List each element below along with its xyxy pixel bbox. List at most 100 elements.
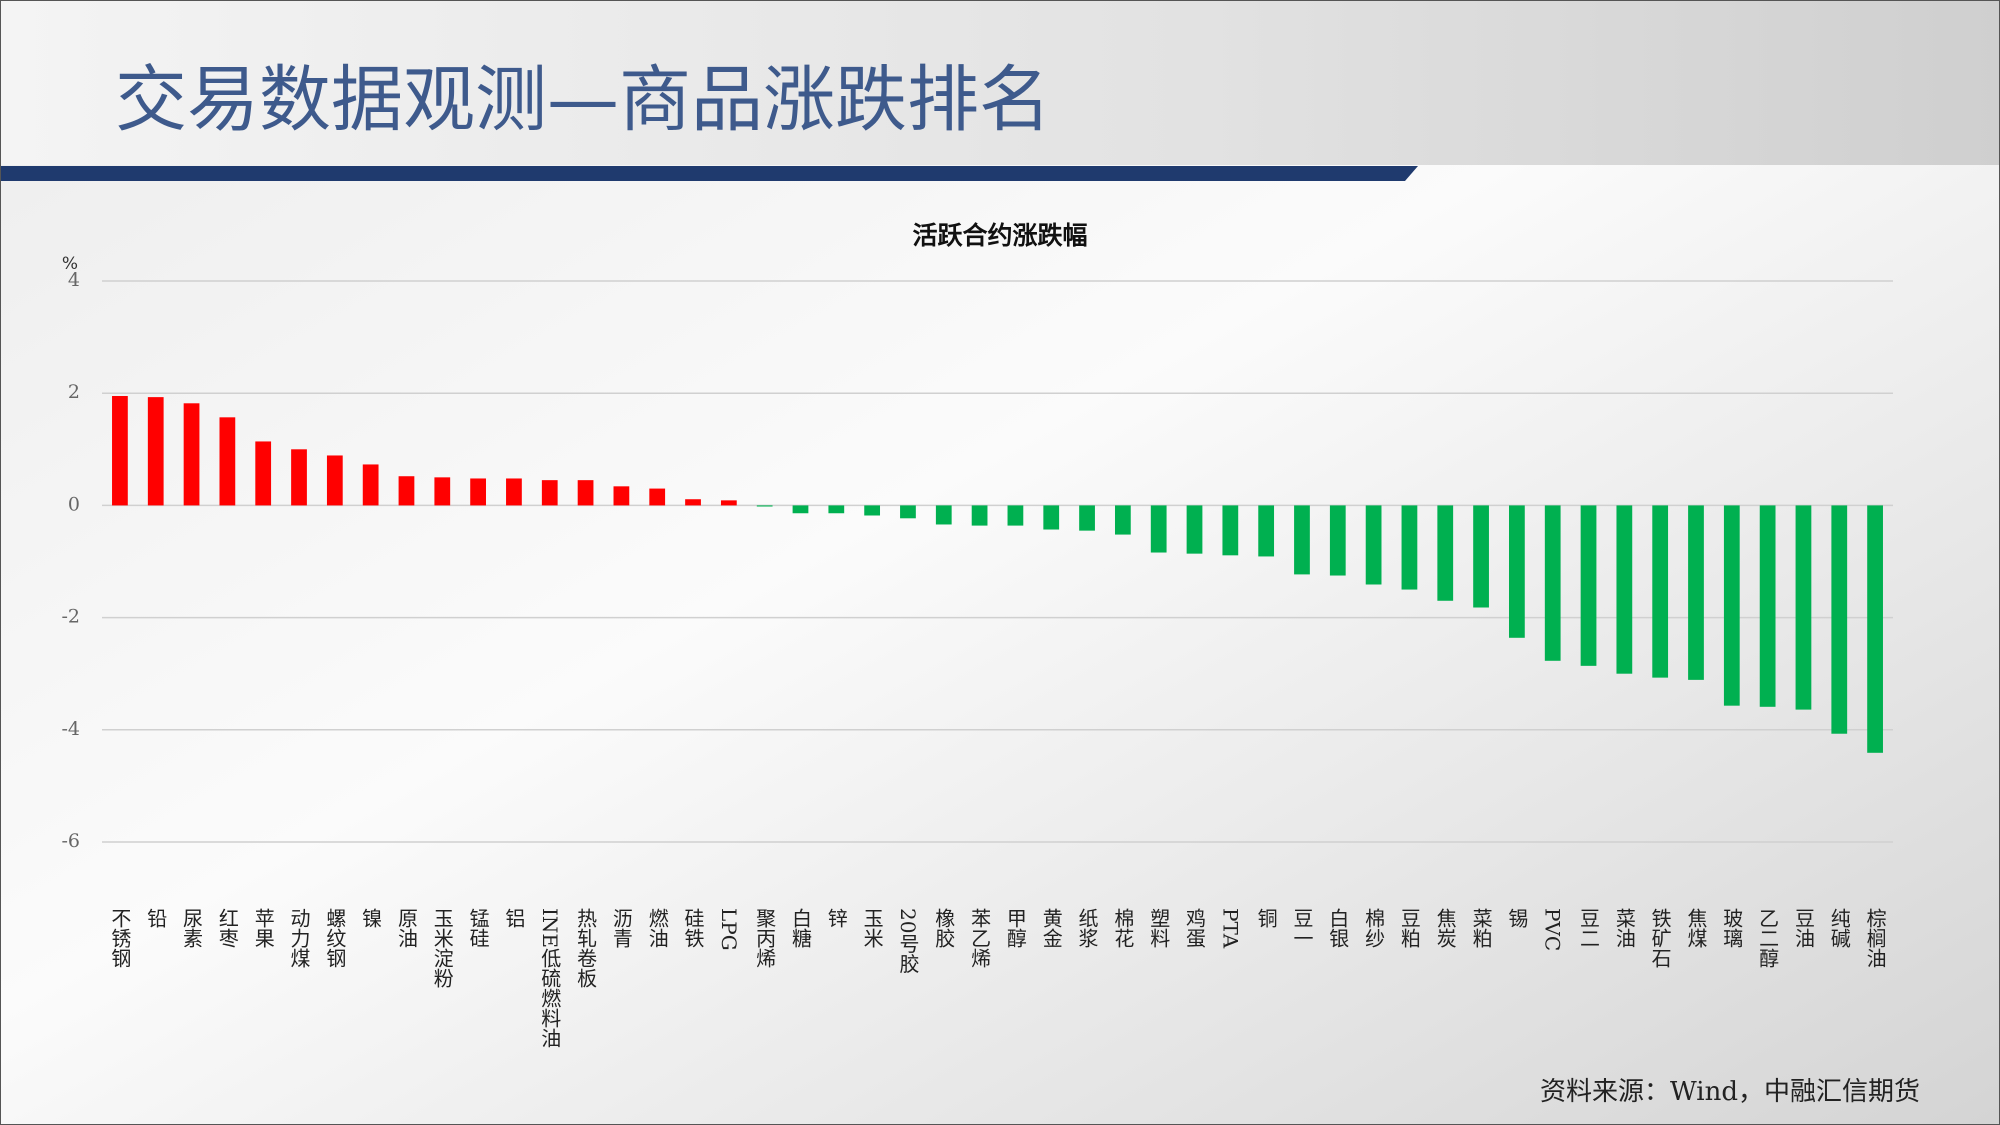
- bar: [1222, 505, 1239, 556]
- x-tick-label: 菜油: [1612, 908, 1636, 948]
- y-tick-label: 2: [68, 381, 80, 403]
- bar: [1580, 505, 1597, 666]
- bar: [1079, 505, 1095, 531]
- x-tick-label: 黄金: [1039, 908, 1063, 948]
- x-tick-label: 豆一: [1290, 908, 1314, 948]
- x-tick-label: 玻璃: [1720, 908, 1744, 948]
- x-tick-label: 白银: [1326, 908, 1350, 948]
- x-tick-label: 纯碱: [1827, 908, 1851, 948]
- x-tick-label: 硅铁: [681, 908, 705, 948]
- bar: [1294, 505, 1310, 575]
- bar: [1616, 505, 1633, 674]
- x-tick-label: 红枣: [215, 908, 239, 948]
- x-tick-label: 聚丙烯: [753, 908, 777, 968]
- x-tick-label: 螺纹钢: [323, 908, 347, 968]
- bar: [362, 464, 379, 506]
- x-tick-label: 玉米: [860, 908, 884, 948]
- x-tick-label: 棉花: [1111, 908, 1135, 948]
- x-tick-label: 热轧卷板: [574, 908, 598, 988]
- x-tick-label: PTA: [1218, 908, 1242, 949]
- x-tick-label: 铅: [144, 908, 168, 928]
- x-tick-label: 铁矿石: [1648, 908, 1672, 968]
- x-tick-label: 锰硅: [466, 908, 490, 948]
- x-tick-label: 苹果: [251, 908, 275, 948]
- x-tick-label: 鸡蛋: [1183, 908, 1207, 948]
- x-tick-label: INE低硫燃料油: [538, 908, 562, 1048]
- bar: [326, 455, 343, 506]
- y-tick-label: -2: [61, 606, 80, 628]
- bar: [756, 505, 773, 507]
- x-tick-label: 甲醇: [1003, 908, 1027, 948]
- x-tick-label: 白糖: [788, 908, 812, 948]
- x-tick-label: 橡胶: [932, 908, 956, 948]
- bar: [1867, 505, 1883, 753]
- bar: [434, 477, 451, 506]
- page-title: 交易数据观测—商品涨跌排名: [115, 58, 1051, 142]
- bar: [935, 505, 952, 525]
- bar: [541, 480, 558, 506]
- x-tick-label: 燃油: [645, 908, 669, 948]
- x-tick-label: 豆油: [1791, 908, 1815, 948]
- bar: [291, 449, 307, 506]
- title-rule: [0, 166, 1418, 181]
- bar: [1043, 505, 1060, 530]
- x-tick-label: LPG: [717, 908, 741, 951]
- bar: [577, 480, 594, 506]
- bar: [1437, 505, 1454, 601]
- y-axis-unit: %: [62, 254, 78, 274]
- x-tick-label: 锡: [1505, 908, 1529, 928]
- bar: [147, 397, 164, 506]
- bar: [1688, 505, 1704, 680]
- x-tick-label: PVC: [1541, 908, 1565, 951]
- bar: [1723, 505, 1740, 706]
- bar: [506, 478, 522, 506]
- x-tick-label: 动力煤: [287, 908, 311, 968]
- bar: [1652, 505, 1669, 678]
- x-tick-label: 尿素: [180, 908, 204, 948]
- x-tick-label: 塑料: [1147, 908, 1171, 948]
- x-tick-label: 焦炭: [1433, 908, 1457, 948]
- bar: [1795, 505, 1812, 710]
- y-tick-label: 4: [68, 269, 80, 291]
- x-tick-label: 豆粕: [1397, 908, 1421, 948]
- x-tick-label: 原油: [394, 908, 418, 948]
- bar: [828, 505, 845, 514]
- bar: [470, 478, 486, 506]
- source-note: 资料来源：Wind，中融汇信期货: [1540, 1077, 1920, 1107]
- bar: [1509, 505, 1525, 638]
- title-band: [0, 0, 2000, 165]
- x-tick-label: 豆二: [1577, 908, 1601, 948]
- bar: [1831, 505, 1848, 734]
- bar: [900, 505, 916, 519]
- x-tick-label: 镍: [359, 908, 383, 928]
- x-tick-label: 20号胶: [896, 908, 920, 973]
- bar: [1007, 505, 1024, 526]
- x-tick-label: 棕榈油: [1863, 908, 1887, 968]
- bar: [183, 403, 200, 506]
- x-tick-label: 铝: [502, 908, 526, 928]
- bar: [1544, 505, 1561, 661]
- x-tick-label: 玉米淀粉: [430, 908, 454, 988]
- bar: [1186, 505, 1203, 554]
- bar: [792, 505, 809, 514]
- x-tick-label: 菜粕: [1469, 908, 1493, 948]
- bar: [685, 499, 701, 506]
- x-tick-label: 纸浆: [1075, 908, 1099, 948]
- y-tick-label: -6: [61, 830, 80, 852]
- x-tick-label: 乙二醇: [1756, 908, 1780, 968]
- bar: [1401, 505, 1418, 590]
- y-tick-label: -4: [61, 718, 80, 740]
- x-tick-label: 焦煤: [1684, 908, 1708, 948]
- bar: [649, 488, 666, 506]
- x-tick-label: 锌: [824, 908, 848, 928]
- bar: [1473, 505, 1489, 608]
- x-tick-label: 铜: [1254, 908, 1278, 928]
- bar: [971, 505, 988, 526]
- bar: [112, 396, 128, 506]
- bar: [1114, 505, 1131, 535]
- bar: [864, 505, 881, 516]
- y-tick-label: 0: [68, 493, 80, 515]
- bar: [398, 476, 415, 506]
- bar: [1329, 505, 1346, 576]
